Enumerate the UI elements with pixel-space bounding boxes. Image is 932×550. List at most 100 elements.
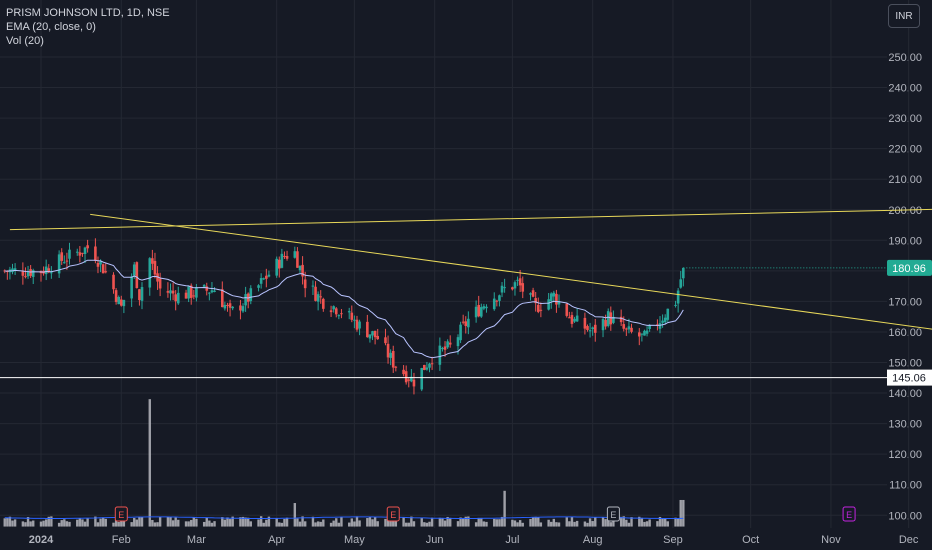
price-tick-label: 100.00 bbox=[888, 510, 922, 522]
volume-bar bbox=[456, 521, 460, 527]
volume-bar bbox=[262, 522, 265, 527]
candle-body bbox=[498, 295, 501, 301]
candle-body bbox=[529, 293, 532, 295]
candle-body bbox=[586, 326, 589, 330]
candle-body bbox=[244, 294, 247, 306]
earnings-marker[interactable]: E bbox=[386, 506, 400, 522]
volume-bar bbox=[156, 522, 159, 527]
candle-body bbox=[322, 298, 325, 309]
volume-bar bbox=[348, 522, 351, 527]
volume-bar bbox=[208, 520, 211, 527]
legend-volume: Vol (20) bbox=[6, 35, 44, 47]
earnings-marker[interactable]: E bbox=[114, 506, 128, 522]
volume-bar bbox=[76, 519, 79, 527]
candle-body bbox=[674, 304, 677, 306]
volume-bar bbox=[604, 519, 607, 527]
candle-body bbox=[518, 278, 522, 286]
volume-bar bbox=[537, 517, 540, 527]
candle-body bbox=[314, 286, 317, 301]
candle-body bbox=[448, 342, 452, 345]
candle-body bbox=[213, 290, 216, 292]
candle-body bbox=[280, 253, 284, 268]
volume-bar bbox=[547, 519, 550, 527]
volume-bar bbox=[355, 516, 359, 527]
time-axis-label: Feb bbox=[112, 534, 131, 546]
volume-bar bbox=[171, 520, 175, 527]
candle-body bbox=[104, 271, 108, 273]
volume-bar bbox=[184, 521, 188, 527]
volume-bar bbox=[446, 516, 449, 527]
volume-bar bbox=[120, 521, 123, 527]
volume-bar bbox=[503, 490, 506, 527]
volume-bar bbox=[441, 518, 444, 527]
volume-bar bbox=[86, 518, 89, 527]
candle-body bbox=[593, 324, 597, 333]
volume-bar bbox=[656, 521, 659, 527]
volume-bar bbox=[303, 521, 307, 527]
candle-body bbox=[492, 298, 496, 310]
volume-bar bbox=[392, 516, 395, 527]
earnings-marker[interactable]: E bbox=[842, 506, 856, 522]
candle-body bbox=[275, 258, 278, 276]
volume-bar bbox=[135, 519, 139, 527]
volume-bar bbox=[573, 521, 576, 527]
candle-body bbox=[156, 273, 159, 282]
candle-body bbox=[329, 310, 333, 313]
volume-bar bbox=[244, 517, 247, 527]
candle-body bbox=[658, 323, 662, 329]
candle-body bbox=[539, 309, 543, 311]
volume-bar bbox=[353, 521, 356, 527]
candle-body bbox=[208, 292, 211, 294]
earnings-marker[interactable]: E bbox=[606, 506, 620, 522]
candle-body bbox=[630, 327, 633, 332]
volume-bar bbox=[99, 518, 102, 527]
support-price-label: 145.06 bbox=[892, 373, 926, 385]
volume-bar bbox=[350, 518, 353, 527]
candle-body bbox=[259, 278, 263, 284]
volume-bar bbox=[438, 517, 442, 527]
candle-body bbox=[174, 294, 177, 302]
chart-legend: PRISM JOHNSON LTD, 1D, NSE EMA (20, clos… bbox=[6, 6, 170, 48]
volume-bar bbox=[612, 519, 615, 527]
earnings-marker-box bbox=[842, 506, 856, 522]
candle-body bbox=[26, 272, 30, 277]
volume-bar bbox=[443, 520, 447, 527]
last-price-label: 180.96 bbox=[892, 263, 926, 275]
volume-bar bbox=[376, 521, 379, 527]
volume-bar bbox=[158, 516, 162, 527]
volume-bar bbox=[591, 521, 594, 527]
volume-bar bbox=[643, 521, 646, 527]
volume-bar bbox=[301, 516, 304, 527]
volume-bar bbox=[47, 516, 50, 527]
volume-bar bbox=[221, 517, 224, 527]
time-axis-label: May bbox=[344, 534, 365, 546]
volume-bar bbox=[3, 518, 6, 527]
price-tick-label: 110.00 bbox=[889, 480, 922, 492]
volume-bar bbox=[679, 499, 682, 527]
volume-bar bbox=[467, 516, 470, 527]
candle-body bbox=[257, 285, 260, 288]
volume-bar bbox=[205, 517, 208, 527]
candle-body bbox=[132, 264, 136, 276]
candle-body bbox=[316, 294, 320, 302]
candle-body bbox=[24, 276, 27, 278]
candle-body bbox=[171, 290, 175, 294]
volume-bar bbox=[223, 519, 227, 527]
candle-body bbox=[81, 252, 84, 254]
candle-body bbox=[241, 306, 245, 312]
candle-body bbox=[467, 318, 470, 328]
candle-body bbox=[301, 264, 304, 277]
candle-body bbox=[407, 379, 411, 381]
currency-button[interactable]: INR bbox=[888, 4, 920, 28]
volume-bar bbox=[104, 518, 107, 527]
volume-bar bbox=[493, 518, 496, 527]
volume-bar bbox=[373, 517, 377, 527]
volume-bar bbox=[552, 518, 556, 527]
volume-bar bbox=[368, 516, 372, 527]
candle-body bbox=[350, 312, 354, 320]
candle-body bbox=[78, 252, 82, 256]
volume-bar bbox=[666, 521, 669, 527]
candle-body bbox=[65, 260, 69, 262]
